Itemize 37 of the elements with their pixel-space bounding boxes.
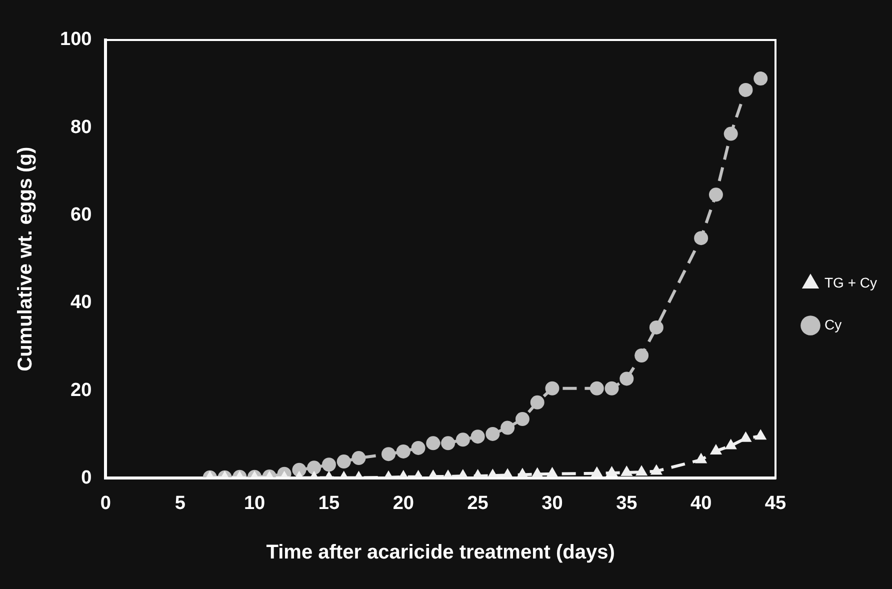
x-tick-label: 15 bbox=[318, 492, 340, 514]
x-tick-label: 40 bbox=[690, 492, 712, 514]
y-tick-label: 100 bbox=[60, 29, 92, 50]
legend-label: Cy bbox=[824, 316, 842, 332]
y-tick-label: 20 bbox=[70, 380, 92, 401]
x-tick-label: 0 bbox=[100, 492, 111, 514]
point bbox=[754, 429, 767, 440]
point bbox=[590, 466, 603, 477]
y-tick-label: 0 bbox=[81, 467, 92, 488]
point bbox=[620, 466, 633, 476]
legend-label: TG + Cy bbox=[824, 274, 878, 290]
point bbox=[738, 82, 753, 97]
point bbox=[695, 452, 708, 464]
point bbox=[650, 464, 662, 475]
point bbox=[635, 465, 648, 476]
point bbox=[740, 431, 752, 442]
y-tick-label: 80 bbox=[70, 116, 92, 138]
point bbox=[649, 320, 664, 334]
point bbox=[694, 231, 708, 246]
y-axis-title: Cumulative wt. eggs (g) bbox=[14, 146, 37, 372]
x-axis-title: Time after acaricide treatment (days) bbox=[266, 542, 615, 564]
x-tick-label: 5 bbox=[174, 492, 186, 514]
x-tick-label: 35 bbox=[616, 492, 638, 514]
point bbox=[546, 466, 558, 478]
point bbox=[606, 466, 618, 476]
x-tick-label: 45 bbox=[764, 492, 786, 514]
point bbox=[724, 438, 737, 450]
point bbox=[710, 444, 722, 455]
x-tick-label: 10 bbox=[244, 492, 266, 514]
y-tick-label: 40 bbox=[70, 292, 92, 314]
point bbox=[708, 188, 723, 202]
y-tick-label: 60 bbox=[70, 204, 92, 226]
point bbox=[754, 72, 768, 86]
point bbox=[724, 126, 738, 141]
x-tick-label: 20 bbox=[392, 492, 414, 514]
x-tick-label: 25 bbox=[467, 492, 489, 514]
x-tick-label: 30 bbox=[542, 492, 563, 514]
